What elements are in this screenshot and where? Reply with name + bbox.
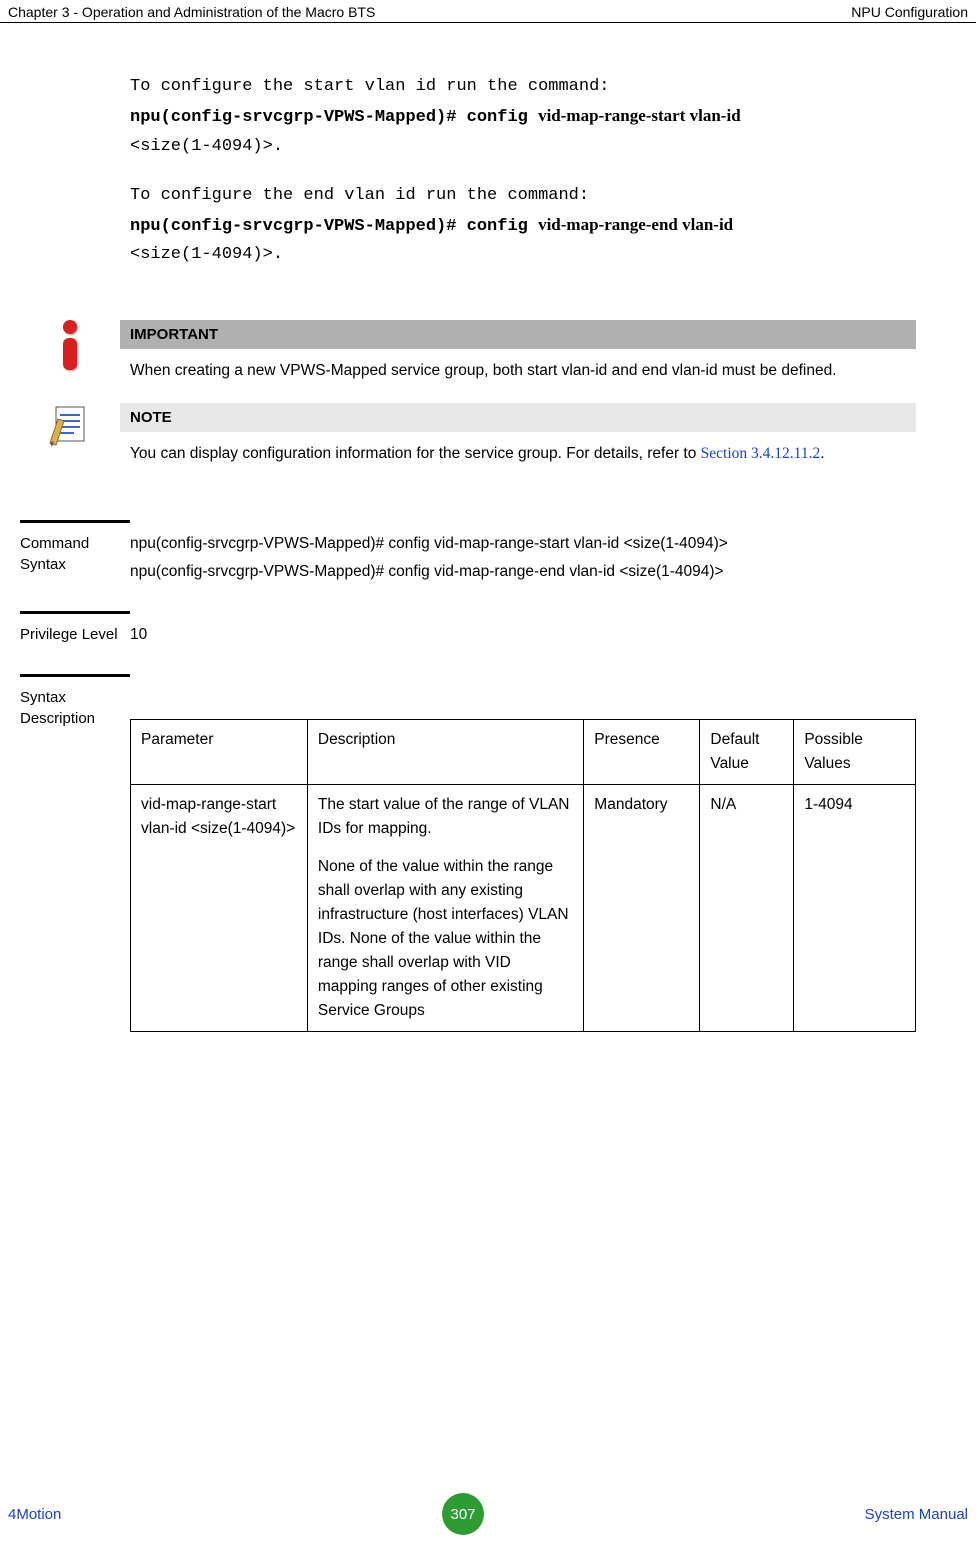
command-syntax-body: npu(config-srvcgrp-VPWS-Mapped)# config … <box>130 520 956 586</box>
intro-p1-cmd-prefix: npu(config-srvcgrp-VPWS-Mapped)# config <box>130 108 538 127</box>
note-text-before: You can display configuration informatio… <box>130 445 701 462</box>
intro-block: To configure the start vlan id run the c… <box>130 73 916 270</box>
page-number-badge: 307 <box>442 1493 484 1535</box>
intro-p2-cmd-bold: vid-map-range-end vlan-id <box>538 215 733 234</box>
command-syntax-label: Command Syntax <box>20 520 130 586</box>
th-parameter: Parameter <box>131 719 308 784</box>
syntax-desc-label: Syntax Description <box>20 674 130 1032</box>
desc-p2: None of the value within the range shall… <box>318 855 573 1023</box>
syntax-desc-row: Syntax Description Parameter Description… <box>20 674 956 1032</box>
privilege-row: Privilege Level 10 <box>20 611 956 649</box>
privilege-label: Privilege Level <box>20 611 130 649</box>
intro-p1-cmd-bold: vid-map-range-start vlan-id <box>538 106 741 125</box>
intro-p2-lead: To configure the end vlan id run the com… <box>130 186 589 205</box>
footer-left: 4Motion <box>8 1506 61 1523</box>
footer-right: System Manual <box>865 1506 968 1523</box>
intro-paragraph-1: To configure the start vlan id run the c… <box>130 73 916 162</box>
important-icon <box>40 320 100 382</box>
header-left: Chapter 3 - Operation and Administration… <box>8 4 375 20</box>
important-callout: IMPORTANT When creating a new VPWS-Mappe… <box>40 320 916 382</box>
important-title: IMPORTANT <box>120 320 916 349</box>
note-callout: NOTE You can display configuration infor… <box>40 403 916 465</box>
intro-p2-cmd-prefix: npu(config-srvcgrp-VPWS-Mapped)# config <box>130 217 538 236</box>
th-presence: Presence <box>584 719 700 784</box>
exclamation-icon <box>55 320 85 370</box>
td-possible: 1-4094 <box>794 784 916 1031</box>
header-right: NPU Configuration <box>851 4 968 20</box>
note-icon <box>48 403 92 447</box>
td-description: The start value of the range of VLAN IDs… <box>307 784 583 1031</box>
note-icon-wrap <box>40 403 100 465</box>
th-description: Description <box>307 719 583 784</box>
th-possible: Possible Values <box>794 719 916 784</box>
note-text: You can display configuration informatio… <box>120 442 916 465</box>
parameter-table: Parameter Description Presence Default V… <box>130 719 916 1032</box>
desc-p1: The start value of the range of VLAN IDs… <box>318 793 573 841</box>
important-text: When creating a new VPWS-Mapped service … <box>120 359 916 382</box>
note-text-after: . <box>820 445 824 462</box>
intro-p1-cmd-tail: <size(1-4094)>. <box>130 137 283 156</box>
page-content: To configure the start vlan id run the c… <box>0 23 976 1032</box>
td-default: N/A <box>700 784 794 1031</box>
page-footer: 4Motion 307 System Manual <box>0 1493 976 1535</box>
command-syntax-line2: npu(config-srvcgrp-VPWS-Mapped)# config … <box>130 558 916 586</box>
command-syntax-line1: npu(config-srvcgrp-VPWS-Mapped)# config … <box>130 530 916 558</box>
table-header-row: Parameter Description Presence Default V… <box>131 719 916 784</box>
th-default: Default Value <box>700 719 794 784</box>
note-title: NOTE <box>120 403 916 432</box>
intro-p1-lead: To configure the start vlan id run the c… <box>130 77 609 96</box>
intro-paragraph-2: To configure the end vlan id run the com… <box>130 182 916 271</box>
command-syntax-row: Command Syntax npu(config-srvcgrp-VPWS-M… <box>20 520 956 586</box>
note-body: NOTE You can display configuration infor… <box>120 403 916 465</box>
important-body: IMPORTANT When creating a new VPWS-Mappe… <box>120 320 916 382</box>
syntax-desc-body: Parameter Description Presence Default V… <box>130 674 956 1032</box>
td-parameter: vid-map-range-start vlan-id <size(1-4094… <box>131 784 308 1031</box>
td-presence: Mandatory <box>584 784 700 1031</box>
intro-p2-cmd-tail: <size(1-4094)>. <box>130 245 283 264</box>
table-row: vid-map-range-start vlan-id <size(1-4094… <box>131 784 916 1031</box>
page-header: Chapter 3 - Operation and Administration… <box>0 0 976 23</box>
privilege-value: 10 <box>130 611 956 649</box>
note-link[interactable]: Section 3.4.12.11.2 <box>701 445 821 462</box>
